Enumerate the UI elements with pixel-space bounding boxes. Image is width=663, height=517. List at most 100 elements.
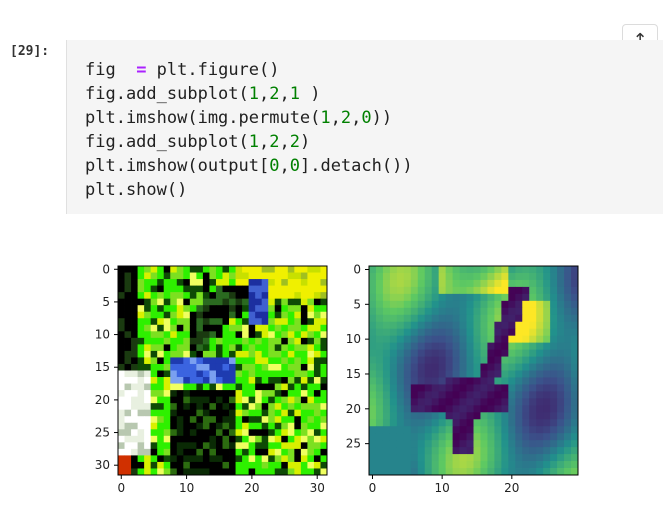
heatmap-cell: [438, 426, 447, 434]
pixel: [255, 383, 263, 391]
heatmap-cell: [515, 461, 523, 469]
pixel: [170, 422, 178, 430]
pixel: [118, 363, 125, 371]
pixel: [163, 344, 171, 352]
heatmap-cell: [494, 356, 502, 364]
heatmap-cell: [375, 468, 384, 476]
pixel: [255, 409, 263, 417]
pixel: [196, 403, 204, 411]
pixel: [189, 272, 197, 280]
pixel: [150, 455, 158, 463]
pixel: [235, 390, 243, 398]
heatmap-cell: [522, 370, 530, 378]
heatmap-cell: [529, 356, 537, 364]
pixel: [196, 266, 204, 273]
heatmap-cell: [410, 335, 419, 344]
pixel: [157, 416, 165, 424]
heatmap-cell: [501, 377, 509, 385]
heatmap-cell: [550, 461, 558, 469]
heatmap-cell: [431, 293, 440, 302]
code-cell[interactable]: fig = plt.figure() fig.add_subplot(1,2,1 …: [66, 40, 663, 214]
pixel: [157, 468, 165, 476]
pixel: [118, 266, 125, 273]
pixel: [196, 461, 204, 469]
heatmap-cell: [424, 363, 433, 371]
heatmap-cell: [417, 272, 426, 281]
heatmap-cell: [445, 363, 453, 371]
heatmap-cell: [571, 342, 579, 350]
heatmap-cell: [403, 342, 412, 350]
heatmap-cell: [410, 433, 419, 441]
heatmap-cell: [410, 405, 419, 413]
pixel: [131, 377, 138, 384]
pixel: [242, 266, 250, 273]
pixel: [235, 435, 243, 443]
pixel: [150, 350, 158, 358]
heatmap-cell: [375, 426, 384, 434]
heatmap-cell: [473, 356, 481, 364]
pixel: [281, 422, 289, 430]
pixel: [215, 442, 223, 450]
pixel: [202, 396, 210, 404]
pixel: [307, 324, 315, 332]
pixel: [307, 409, 315, 417]
heatmap-cell: [389, 426, 398, 434]
heatmap-cell: [452, 405, 460, 413]
pixel: [287, 442, 295, 450]
pixel: [248, 279, 256, 286]
code-editor[interactable]: fig = plt.figure() fig.add_subplot(1,2,1 …: [85, 58, 413, 202]
pixel: [176, 448, 184, 456]
pixel: [137, 435, 145, 443]
pixel: [229, 318, 236, 326]
heatmap-cell: [529, 433, 537, 441]
heatmap-cell: [445, 293, 453, 302]
heatmap-cell: [550, 293, 558, 302]
pixel: [313, 363, 321, 371]
heatmap-cell: [369, 370, 377, 378]
pixel: [202, 279, 210, 286]
heatmap-cell: [557, 440, 565, 448]
pixel: [157, 298, 165, 306]
pixel: [137, 442, 145, 450]
heatmap-cell: [459, 293, 467, 302]
pixel: [176, 442, 184, 450]
heatmap-cell: [369, 440, 377, 448]
heatmap-cell: [452, 419, 460, 427]
pixel: [189, 357, 197, 365]
pixel: [176, 435, 184, 443]
pixel: [144, 350, 152, 358]
heatmap-cell: [564, 300, 572, 309]
pixel: [118, 429, 125, 437]
heatmap-cell: [431, 454, 440, 462]
pixel: [202, 448, 210, 456]
pixel: [268, 468, 276, 476]
heatmap-cell: [487, 398, 495, 406]
heatmap-cell: [375, 377, 384, 385]
heatmap-cell: [564, 370, 572, 378]
heatmap-cell: [438, 356, 447, 364]
pixel: [320, 266, 328, 273]
heatmap-cell: [375, 279, 384, 288]
heatmap-cell: [466, 272, 474, 281]
heatmap-cell: [473, 286, 481, 295]
heatmap-cell: [501, 440, 509, 448]
heatmap-cell: [529, 335, 537, 344]
pixel: [287, 324, 295, 332]
pixel: [131, 285, 138, 293]
heatmap-cell: [369, 300, 377, 309]
pixel: [222, 292, 230, 300]
pixel: [124, 363, 132, 371]
pixel: [163, 324, 171, 332]
pixel: [235, 416, 243, 424]
pixel: [300, 292, 308, 300]
pixel: [294, 377, 302, 384]
pixel: [144, 298, 152, 306]
heatmap-cell: [417, 447, 426, 455]
heatmap-cell: [480, 307, 488, 316]
heatmap-cell: [389, 363, 398, 371]
pixel: [268, 324, 276, 332]
heatmap-cell: [424, 321, 433, 330]
pixel: [202, 461, 210, 469]
heatmap-cell: [515, 363, 523, 371]
pixel: [170, 344, 178, 352]
